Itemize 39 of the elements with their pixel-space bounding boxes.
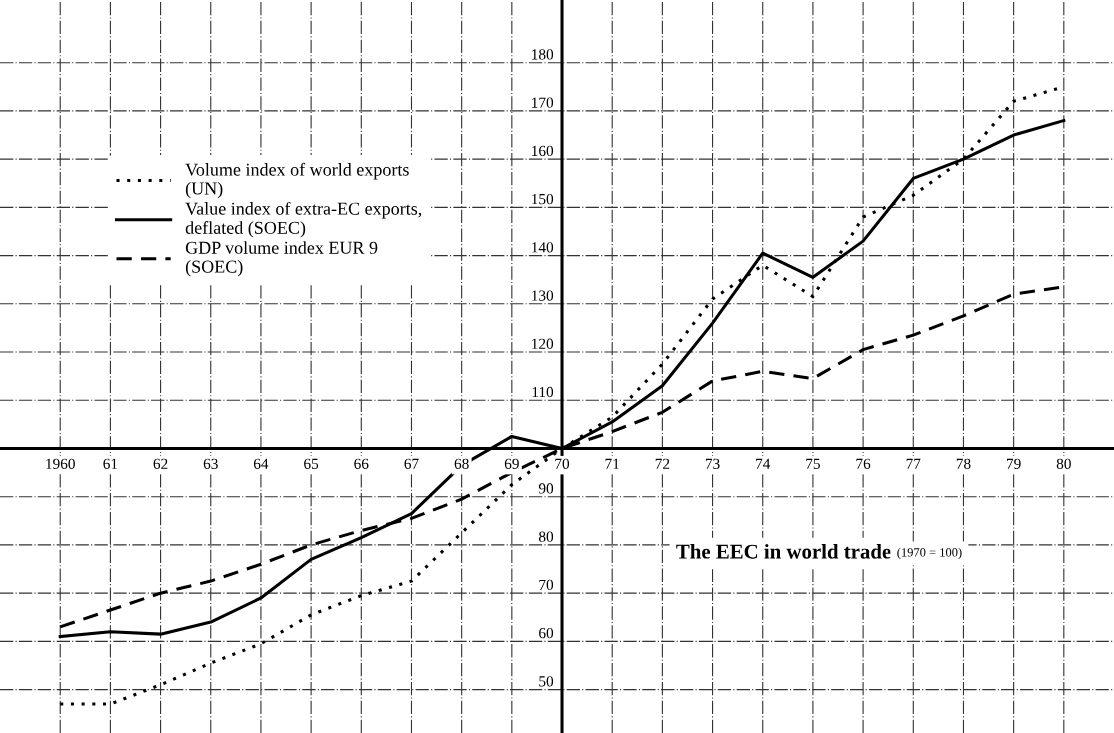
- x-tick-label: 1960: [46, 458, 75, 469]
- y-tick-label: 150: [532, 193, 554, 205]
- x-tick-label: 76: [856, 458, 871, 469]
- y-tick-label: 80: [538, 531, 554, 542]
- x-tick-label: 67: [404, 458, 419, 469]
- text: The EEC in world trade: [676, 543, 891, 559]
- x-tick-label: 74: [756, 458, 771, 469]
- legend-label: GDP volume index EUR 9 (SOEC): [185, 241, 378, 277]
- x-tick-label: 78: [956, 458, 971, 469]
- x-tick-label: 72: [655, 458, 670, 469]
- y-tick-label: 110: [532, 386, 554, 398]
- y-tick-label: 130: [532, 290, 554, 301]
- y-tick-label: 120: [532, 338, 554, 349]
- y-tick-label: 70: [539, 579, 554, 591]
- y-tick-label: 180: [532, 49, 554, 60]
- x-tick-label: 66: [354, 458, 369, 469]
- x-tick-label: 80: [1056, 458, 1071, 469]
- x-tick-label: 68: [454, 458, 469, 469]
- y-tick-label: 60: [539, 627, 554, 639]
- x-tick-label: 61: [103, 458, 118, 469]
- x-tick-label: 63: [203, 458, 218, 469]
- y-tick-label: 170: [532, 97, 554, 108]
- text: (1970 = 100): [897, 547, 962, 560]
- x-tick-label: 73: [705, 458, 720, 469]
- x-tick-label: 64: [253, 458, 269, 469]
- x-tick-label: 77: [906, 458, 921, 469]
- y-tick-label: 90: [538, 483, 554, 494]
- x-tick-label: 62: [153, 458, 168, 469]
- x-tick-label: 79: [1007, 458, 1021, 469]
- y-tick-label: 50: [539, 676, 554, 687]
- x-tick-label: 75: [806, 458, 820, 469]
- x-tick-label: 70: [555, 458, 570, 469]
- legend-label: Value index of extra-EC exports, deflated (SOEC): [185, 201, 422, 238]
- x-tick-label: 69: [504, 458, 519, 469]
- x-tick-label: 71: [605, 458, 619, 469]
- y-tick-label: 160: [532, 145, 554, 157]
- y-tick-label: 140: [532, 242, 554, 253]
- legend-label: Volume index of world exports (UN): [185, 162, 409, 199]
- x-tick-label: 65: [304, 458, 319, 469]
